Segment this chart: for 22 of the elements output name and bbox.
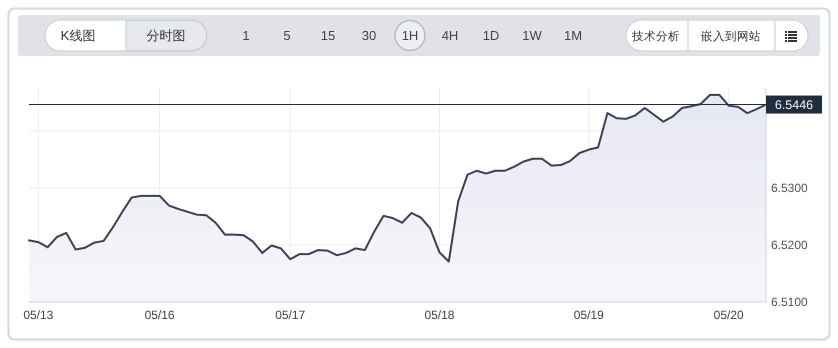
x-tick-label: 05/13 (23, 308, 54, 322)
x-tick-label: 05/16 (144, 308, 175, 322)
interval-button[interactable]: 1 (231, 24, 261, 48)
text: 分时图 (146, 28, 186, 43)
x-tick-label: 05/20 (714, 308, 744, 322)
x-tick-label: 05/18 (424, 308, 455, 322)
text: 嵌入到网站 (701, 29, 761, 43)
interval-button[interactable]: 1W (517, 24, 547, 48)
y-tick-label: 6.5200 (771, 238, 808, 252)
ref-line-label: 6.5446 (774, 98, 814, 112)
interval-button[interactable]: 1M (558, 24, 588, 48)
x-tick-label: 05/17 (275, 308, 306, 322)
y-tick-label: 6.5100 (771, 295, 808, 310)
interval-button[interactable]: 4H (435, 24, 465, 48)
x-tick-label: 05/19 (574, 308, 604, 322)
interval-button[interactable]: 1D (476, 24, 506, 48)
text: 技术分析 (631, 30, 680, 43)
interval-button[interactable]: 15 (313, 24, 343, 48)
text: K线图 (60, 28, 96, 43)
y-tick-label: 6.5300 (771, 181, 808, 196)
interval-button[interactable]: 5 (272, 24, 302, 48)
interval-button[interactable]: 30 (354, 24, 384, 48)
